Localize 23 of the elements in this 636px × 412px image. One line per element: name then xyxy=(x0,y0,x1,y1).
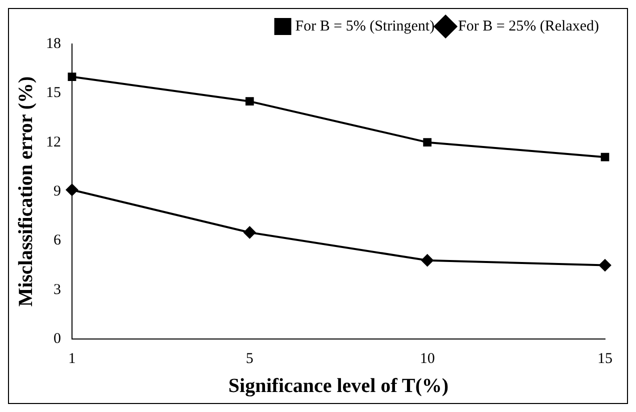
x-tick-label: 5 xyxy=(246,350,254,367)
x-tick-label: 15 xyxy=(598,350,612,367)
point xyxy=(66,184,78,196)
point xyxy=(599,259,611,272)
y-tick-label: 3 xyxy=(54,282,61,298)
y-tick-label: 18 xyxy=(46,36,61,52)
x-tick-label: 10 xyxy=(420,350,435,367)
y-tick-label: 12 xyxy=(46,134,61,150)
point xyxy=(421,254,434,266)
y-tick-label: 6 xyxy=(54,232,62,249)
y-axis-title: Misclassification error (%) xyxy=(15,76,38,307)
y-tick-label: 15 xyxy=(46,85,61,102)
y-tick-label: 9 xyxy=(54,183,61,200)
x-tick-label: 1 xyxy=(68,350,76,367)
point xyxy=(245,97,254,106)
point xyxy=(244,226,256,238)
y-tick-label: 0 xyxy=(54,330,61,347)
legend-label: For B = 25% (Relaxed) xyxy=(458,18,600,34)
point xyxy=(600,152,610,162)
legend-label: For B = 5% (Stringent) xyxy=(295,18,435,34)
point xyxy=(68,72,76,81)
point xyxy=(423,138,432,147)
x-axis-title: Significance level of T(%) xyxy=(228,375,449,398)
